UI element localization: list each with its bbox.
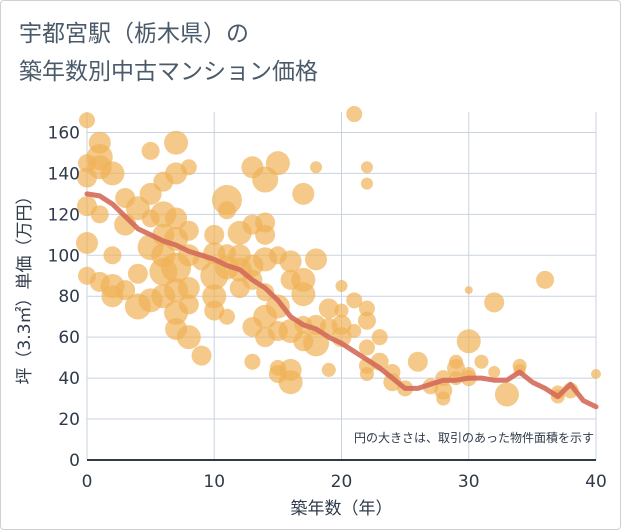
bubble-series: [76, 106, 601, 407]
data-point: [383, 373, 402, 392]
data-point: [334, 303, 349, 318]
data-point: [218, 308, 235, 325]
data-point: [359, 367, 374, 382]
y-tick-label: 100: [48, 246, 80, 266]
data-point: [176, 325, 201, 350]
data-point: [335, 280, 348, 292]
data-point: [456, 329, 481, 354]
trend-line: [84, 191, 599, 410]
data-point: [358, 339, 375, 356]
data-point: [180, 159, 197, 176]
data-point: [591, 369, 601, 380]
y-tick-label: 60: [58, 328, 80, 348]
y-tick-label: 40: [58, 369, 80, 389]
data-point: [279, 250, 302, 273]
y-tick-label: 0: [69, 451, 80, 471]
data-point: [103, 246, 122, 265]
data-point: [360, 177, 373, 190]
data-point: [436, 391, 451, 406]
data-point: [310, 161, 323, 174]
data-point: [494, 382, 519, 407]
chart-title-line-1: 宇都宮駅（栃木県）の: [19, 21, 249, 47]
chart-title-line-2: 築年数別中古マンション価格: [19, 59, 318, 85]
data-point: [177, 277, 200, 300]
x-tick-label: 10: [203, 472, 225, 492]
data-point: [115, 280, 136, 301]
data-point: [265, 294, 290, 319]
chart-title: 宇都宮駅（栃木県）の 築年数別中古マンション価格: [19, 15, 318, 91]
data-point: [536, 270, 555, 289]
data-point: [346, 106, 363, 123]
data-point: [178, 220, 199, 241]
data-point: [202, 284, 227, 309]
data-point: [127, 263, 148, 284]
data-point: [346, 292, 363, 309]
x-tick-label: 0: [82, 472, 93, 492]
data-point: [291, 282, 316, 307]
x-axis-label: 築年数（年）: [291, 499, 393, 519]
data-point: [347, 324, 362, 339]
data-point: [164, 130, 189, 155]
data-point: [90, 205, 109, 224]
data-point: [321, 362, 336, 377]
data-point: [255, 224, 276, 245]
x-tick-label: 20: [331, 472, 353, 492]
data-point: [318, 298, 339, 319]
y-tick-label: 80: [58, 287, 80, 307]
data-point: [371, 329, 388, 346]
data-point: [447, 358, 466, 377]
y-axis-label: 坪（3.3㎡）単価（万円）: [15, 187, 35, 384]
data-point: [464, 286, 473, 295]
data-point: [292, 182, 315, 205]
data-point: [191, 345, 212, 366]
data-point: [357, 311, 376, 330]
x-tick-label: 30: [458, 472, 480, 492]
size-note: 円の大きさは、取引のあった物件面積を示す: [354, 430, 594, 445]
y-tick-label: 20: [58, 410, 80, 430]
data-point: [278, 370, 303, 395]
data-point: [217, 201, 236, 220]
data-point: [303, 330, 330, 357]
data-point: [178, 294, 199, 315]
data-point: [360, 161, 373, 174]
data-point: [100, 161, 125, 186]
x-tick-labels: 0 10 20 30 40: [82, 472, 607, 492]
data-point: [305, 248, 328, 271]
y-tick-label: 120: [48, 205, 80, 225]
data-point: [474, 354, 489, 369]
data-point: [244, 353, 261, 370]
data-point: [407, 351, 428, 372]
data-point: [204, 224, 225, 245]
data-point: [484, 292, 505, 313]
data-point: [141, 141, 160, 160]
y-tick-labels: 0 20 40 60 80 100 120 140 160: [48, 123, 80, 471]
data-point: [265, 151, 290, 176]
y-tick-label: 140: [48, 164, 80, 184]
data-point: [488, 365, 501, 378]
data-point: [76, 232, 98, 255]
data-point: [79, 112, 95, 129]
y-tick-label: 160: [48, 123, 80, 143]
data-point: [358, 300, 375, 317]
x-tick-label: 40: [585, 472, 607, 492]
